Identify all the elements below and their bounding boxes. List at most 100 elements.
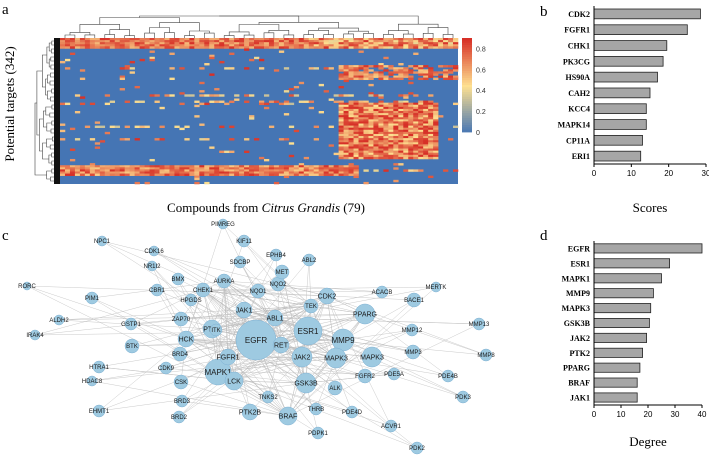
bar-category-label: ESR1 — [570, 259, 590, 268]
heatmap-cell — [69, 44, 76, 47]
heatmap-cell — [318, 46, 324, 49]
heatmap-cell — [293, 94, 300, 97]
heatmap-cell — [343, 169, 349, 172]
heatmap-cell — [99, 46, 106, 49]
heatmap-cell — [398, 111, 404, 114]
heatmap-cell — [263, 171, 270, 174]
column-dendrogram-branch — [303, 34, 314, 38]
heatmap-cell — [114, 44, 120, 47]
column-dendrogram-branch — [164, 32, 175, 38]
heatmap-cell — [358, 40, 364, 43]
heatmap-cell — [398, 38, 404, 41]
heatmap-cell — [204, 94, 210, 97]
heatmap-cell — [189, 38, 195, 41]
heatmap-cell — [338, 169, 344, 172]
heatmap-cell — [254, 42, 260, 45]
heatmap-cell — [134, 181, 140, 185]
heatmap-cell — [169, 171, 175, 174]
heatmap-cell — [268, 42, 275, 45]
heatmap-cell — [229, 100, 235, 103]
heatmap-cell — [229, 46, 235, 49]
heatmap-cell — [259, 42, 265, 45]
heatmap-cell — [433, 108, 439, 112]
bar-category-label: MAPK1 — [562, 274, 590, 283]
heatmap-cell — [398, 119, 404, 122]
heatmap-cell — [363, 181, 369, 185]
heatmap-cell — [224, 167, 230, 170]
heatmap-cell — [268, 40, 275, 43]
heatmap-cell — [229, 42, 235, 45]
network-edge — [58, 313, 366, 321]
heatmap-cell — [249, 115, 255, 118]
heatmap-cell — [373, 169, 379, 172]
heatmap-cell — [199, 123, 205, 126]
heatmap-cell — [368, 136, 374, 139]
heatmap-cell — [283, 175, 290, 179]
heatmap-cell — [348, 136, 354, 139]
heatmap-cell — [443, 38, 449, 41]
heatmap-cell — [408, 123, 414, 126]
heatmap-cell — [343, 69, 349, 72]
heatmap-cell — [358, 144, 364, 147]
heatmap-cell — [403, 100, 409, 103]
heatmap-cell — [408, 44, 414, 47]
heatmap-cell — [234, 94, 240, 97]
heatmap-cell — [368, 123, 374, 126]
heatmap-cell — [298, 42, 305, 45]
heatmap-cell — [268, 100, 275, 103]
network-node: RET — [272, 336, 290, 354]
heatmap-cell — [378, 117, 384, 120]
heatmap-cell — [353, 40, 359, 43]
heatmap-cell — [378, 154, 384, 158]
heatmap-cell — [348, 71, 354, 74]
heatmap-cell — [343, 106, 349, 110]
heatmap-cell — [413, 94, 419, 97]
heatmap-cell — [353, 125, 359, 128]
colorbar-segment — [462, 103, 472, 107]
heatmap-cell — [398, 69, 404, 72]
heatmap-cell — [358, 65, 364, 68]
column-dendrogram-branch — [343, 33, 354, 38]
heatmap-cell — [288, 173, 295, 176]
heatmap-cell — [139, 46, 145, 49]
heatmap-cell — [408, 119, 414, 122]
heatmap-cell — [403, 150, 409, 154]
colorbar-segment — [462, 75, 472, 79]
heatmap-cell — [443, 42, 449, 45]
heatmap-cell — [179, 171, 185, 174]
heatmap-cell — [433, 129, 439, 133]
heatmap-cell — [443, 40, 449, 43]
heatmap-cell — [413, 154, 419, 158]
heatmap-cell — [353, 144, 359, 147]
heatmap-cell — [144, 169, 150, 172]
heatmap-cell — [273, 42, 280, 45]
heatmap-cell — [338, 140, 344, 143]
network-node: GSK3B — [294, 372, 318, 394]
heatmap-cell — [184, 165, 190, 168]
bar — [593, 150, 642, 162]
heatmap-cell — [423, 106, 429, 110]
bar — [593, 56, 664, 67]
heatmap-cell — [388, 133, 394, 137]
network-node: PDPK1 — [308, 426, 328, 440]
heatmap-cell — [418, 152, 424, 156]
heatmap-cell — [408, 129, 414, 133]
heatmap-cell — [348, 129, 354, 133]
heatmap-cell — [169, 38, 175, 41]
heatmap-cell — [363, 152, 369, 156]
heatmap-cell — [368, 113, 374, 116]
network-edge — [180, 381, 289, 417]
heatmap-cell — [428, 148, 434, 151]
heatmap-cell — [388, 144, 394, 147]
heatmap-cell — [219, 44, 225, 47]
heatmap-cell — [209, 167, 215, 170]
heatmap-cell — [373, 40, 379, 43]
heatmap-cell — [84, 40, 91, 43]
heatmap-cell — [214, 46, 220, 49]
heatmap-cell — [383, 106, 389, 110]
heatmap-cell — [343, 71, 349, 74]
heatmap-cell — [393, 46, 399, 49]
heatmap-cell — [443, 44, 449, 47]
heatmap-cell — [249, 94, 255, 97]
heatmap-cell — [363, 140, 369, 143]
